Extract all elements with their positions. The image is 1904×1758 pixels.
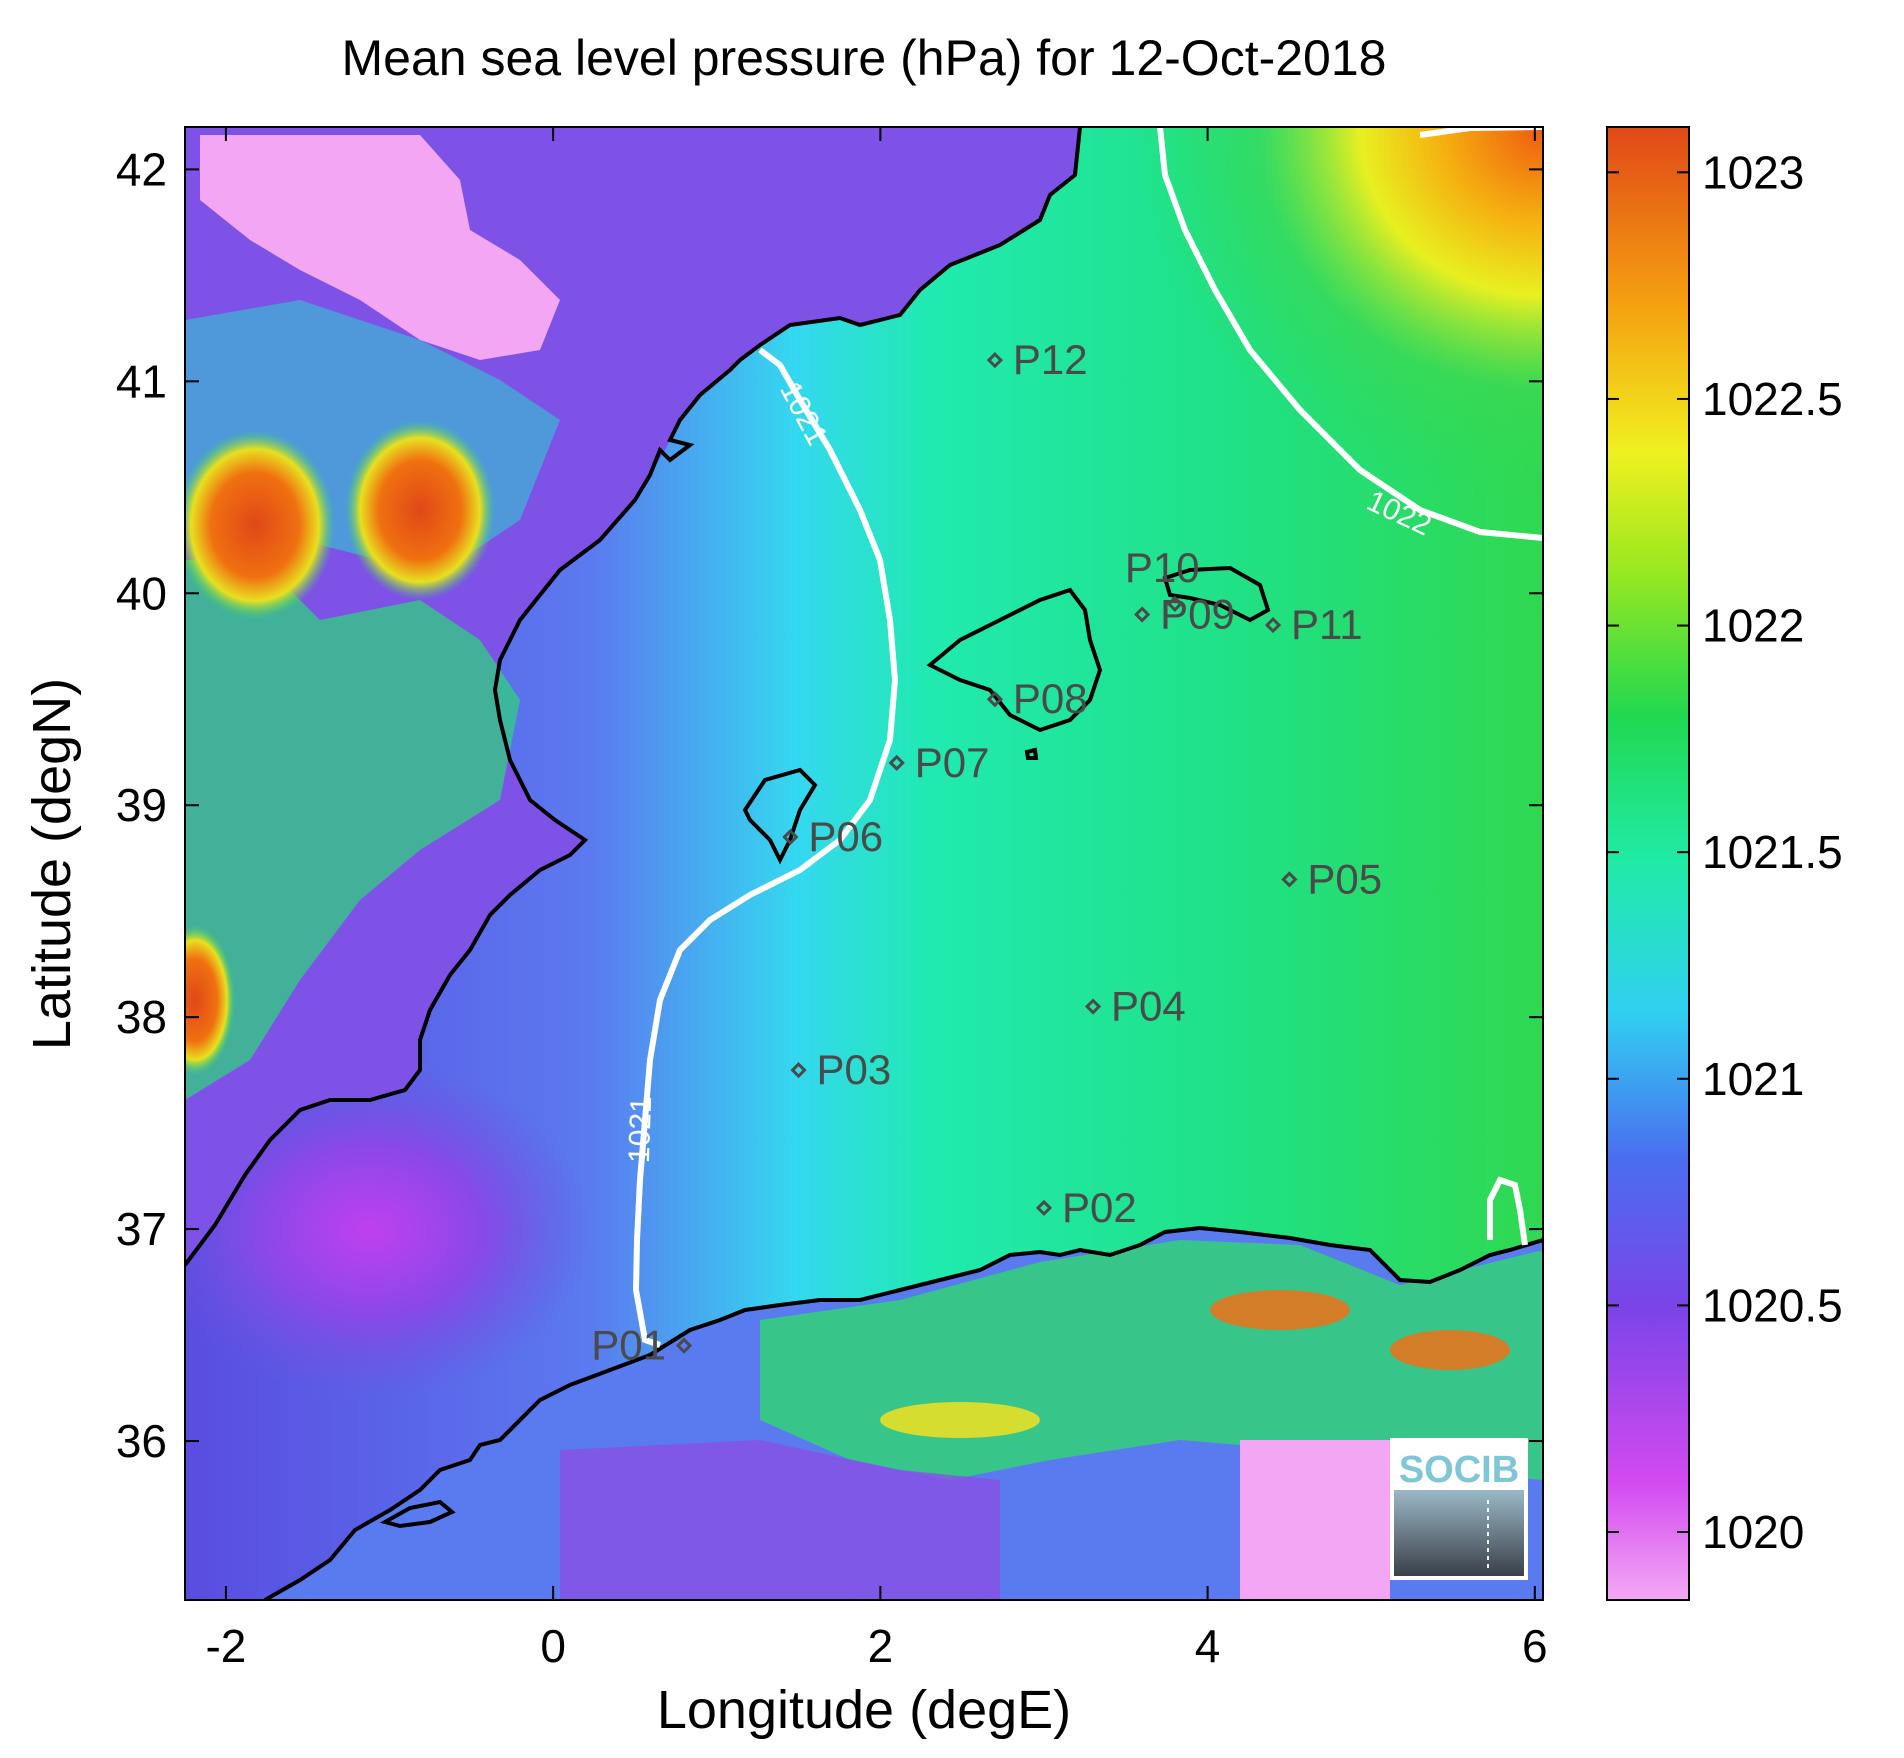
station-marker <box>675 1337 693 1354</box>
station-marker <box>790 1062 807 1079</box>
colorbar <box>1606 126 1690 1601</box>
colorbar-tick-label: 1021 <box>1702 1053 1804 1105</box>
contour-1022 <box>1157 127 1543 541</box>
coastlines <box>185 127 1543 1600</box>
map-field <box>185 127 1543 1600</box>
x-axis: -2 0 2 4 6 <box>205 127 1548 1672</box>
colorbar-tick-label: 1022.5 <box>1702 373 1843 425</box>
y-tick-label: 39 <box>116 779 167 831</box>
coastline-africa <box>264 1225 1543 1600</box>
station-marker <box>1134 606 1151 623</box>
chart-title: Mean sea level pressure (hPa) for 12-Oct… <box>342 30 1387 86</box>
station-marker <box>1035 1199 1053 1217</box>
station-label: P06 <box>808 813 883 860</box>
colorbar-tick-label: 1023 <box>1702 146 1804 198</box>
station-label: P02 <box>1062 1184 1137 1231</box>
land-africa-hot-1 <box>1210 1290 1350 1330</box>
station-label: P03 <box>817 1046 892 1093</box>
land-orange-blob-2 <box>345 420 495 600</box>
coastline-mallorca <box>926 587 1103 733</box>
station-marker <box>888 754 905 771</box>
land-pink-high <box>200 135 560 360</box>
x-tick-label: 2 <box>868 1620 894 1672</box>
land-iberia-texture <box>185 560 520 1100</box>
station-label: P05 <box>1307 855 1382 902</box>
x-axis-title: Longitude (degE) <box>657 1680 1071 1740</box>
station-marker <box>1166 595 1183 612</box>
y-tick-label: 36 <box>116 1415 167 1467</box>
station-label: P10 <box>1125 544 1200 591</box>
station-marker <box>986 691 1004 708</box>
land-africa-hot-3 <box>880 1402 1040 1438</box>
colorbar-tick-label: 1020.5 <box>1702 1279 1843 1331</box>
y-tick-label: 42 <box>116 143 167 195</box>
station-label: P09 <box>1160 590 1235 637</box>
y-tick-label: 41 <box>116 355 167 407</box>
station-label: P11 <box>1291 601 1363 648</box>
x-tick-label: 6 <box>1522 1620 1548 1672</box>
station-label: P04 <box>1111 983 1186 1030</box>
low-pressure-area <box>185 1060 590 1400</box>
plot-frame <box>184 126 1544 1601</box>
logo-image <box>1394 1490 1524 1576</box>
station-marker <box>986 352 1004 369</box>
contour-1021 <box>632 347 899 1348</box>
colorbar-tick-label: 1021.5 <box>1702 826 1843 878</box>
station-label: P08 <box>1013 675 1088 722</box>
coastline-alboran <box>379 1499 456 1529</box>
y-tick-label: 40 <box>116 567 167 619</box>
station-label: P12 <box>1013 336 1088 383</box>
contour-label-1021-b: 1021 <box>623 1096 658 1164</box>
coastline-cabrera <box>1024 747 1039 760</box>
station-marker <box>1281 871 1298 888</box>
land-orange-blob-1 <box>185 430 335 620</box>
station-marker <box>1264 616 1282 634</box>
station-label: P01 <box>591 1322 666 1369</box>
y-tick-label: 37 <box>116 1203 167 1255</box>
y-axis: 36 37 38 39 40 41 42 <box>116 143 1543 1467</box>
y-tick-label: 38 <box>116 991 167 1043</box>
coastline-menorca <box>1162 565 1271 623</box>
colorbar-ticks: 1020 1020.5 1021 1021.5 1022 1022.5 1023 <box>1607 146 1843 1558</box>
coastline-ibiza <box>742 767 818 865</box>
land-africa-hot-2 <box>1390 1330 1510 1370</box>
y-axis-title: Latitude (degN) <box>22 678 82 1050</box>
colorbar-tick-label: 1020 <box>1702 1506 1804 1558</box>
colorbar-tick-label: 1022 <box>1702 600 1804 652</box>
x-tick-label: -2 <box>205 1620 246 1672</box>
coastline-iberia <box>185 127 1082 1267</box>
station-label: P07 <box>915 739 990 786</box>
land-africa-purple <box>560 1440 1000 1600</box>
logo-text: SOCIB <box>1399 1449 1519 1491</box>
land-orange-blob-3 <box>185 925 235 1075</box>
land-africa-pink <box>1240 1440 1390 1600</box>
socib-logo: SOCIB <box>1390 1438 1528 1580</box>
x-tick-label: 4 <box>1195 1620 1221 1672</box>
contour-1021-se <box>1487 1176 1528 1246</box>
station-marker <box>1084 998 1102 1015</box>
station-marker <box>782 828 799 846</box>
x-tick-label: 0 <box>540 1620 566 1672</box>
